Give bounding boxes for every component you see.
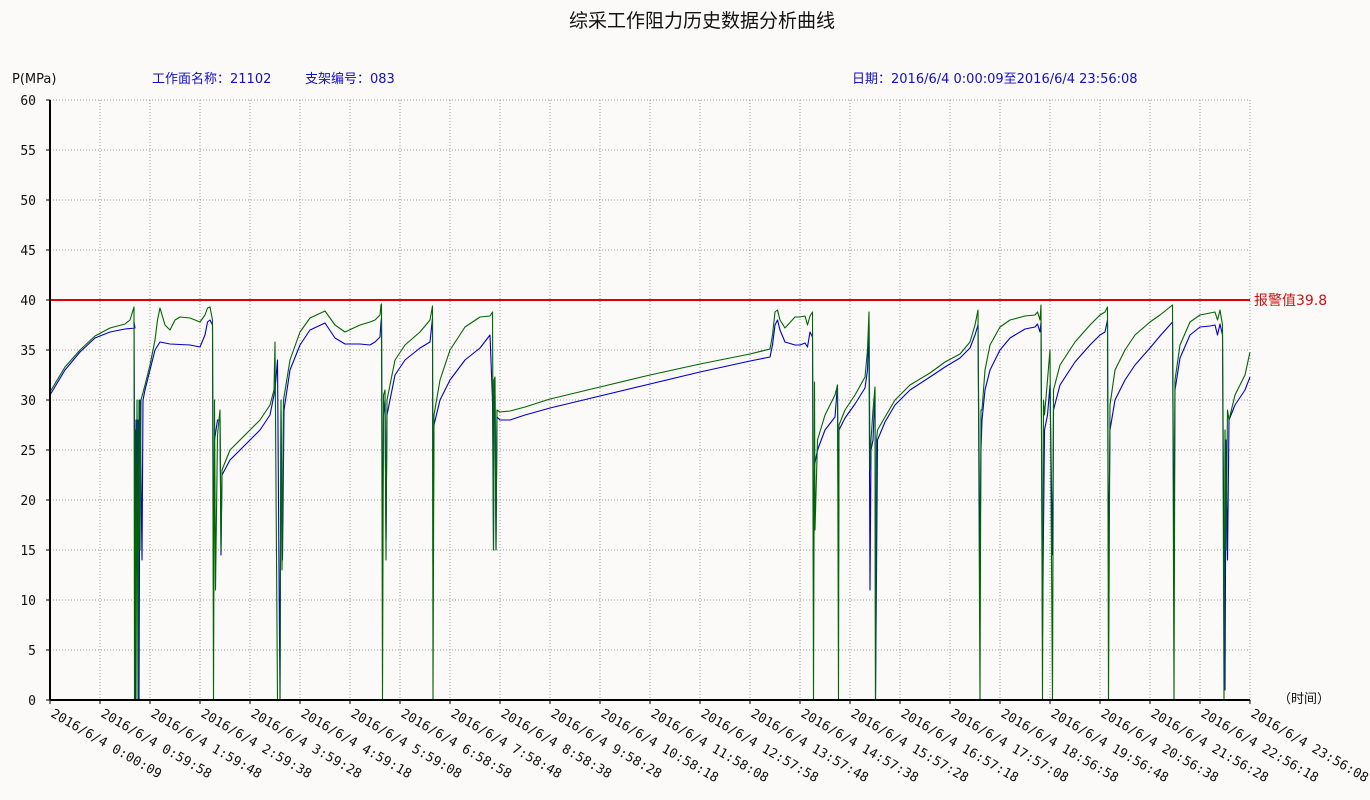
grid <box>50 99 1251 700</box>
y-tick-label: 0 <box>28 694 36 709</box>
y-tick-label: 55 <box>20 144 36 159</box>
y-tick-label: 15 <box>20 544 36 559</box>
y-tick-label: 50 <box>20 194 36 209</box>
y-tick-label: 10 <box>20 594 36 609</box>
y-tick-label: 25 <box>20 444 36 459</box>
x-axis-unit: （时间） <box>1278 692 1330 707</box>
y-tick-label: 5 <box>28 644 36 659</box>
support-number-label: 支架编号：083 <box>305 72 395 87</box>
date-range-label: 日期：2016/6/4 0:00:09至2016/6/4 23:56:08 <box>852 72 1138 87</box>
y-tick-label: 30 <box>20 394 36 409</box>
series-group <box>49 303 1251 701</box>
face-name-label: 工作面名称：21102 <box>152 71 271 87</box>
series-line-1 <box>49 317 1251 701</box>
alarm-label: 报警值39.8 <box>1254 293 1327 309</box>
y-tick-label: 35 <box>20 344 36 359</box>
y-tick-label: 45 <box>20 244 36 259</box>
series-line-2 <box>49 303 1251 701</box>
y-axis-ticks: 0 5 10 15 20 25 30 35 40 45 50 55 60 <box>20 94 50 709</box>
y-tick-label: 60 <box>20 94 36 109</box>
chart-title: 综采工作阻力历史数据分析曲线 <box>569 10 835 32</box>
y-axis-unit: P(MPa) <box>12 72 56 87</box>
y-tick-label: 20 <box>20 494 36 509</box>
y-tick-label: 40 <box>20 294 36 309</box>
